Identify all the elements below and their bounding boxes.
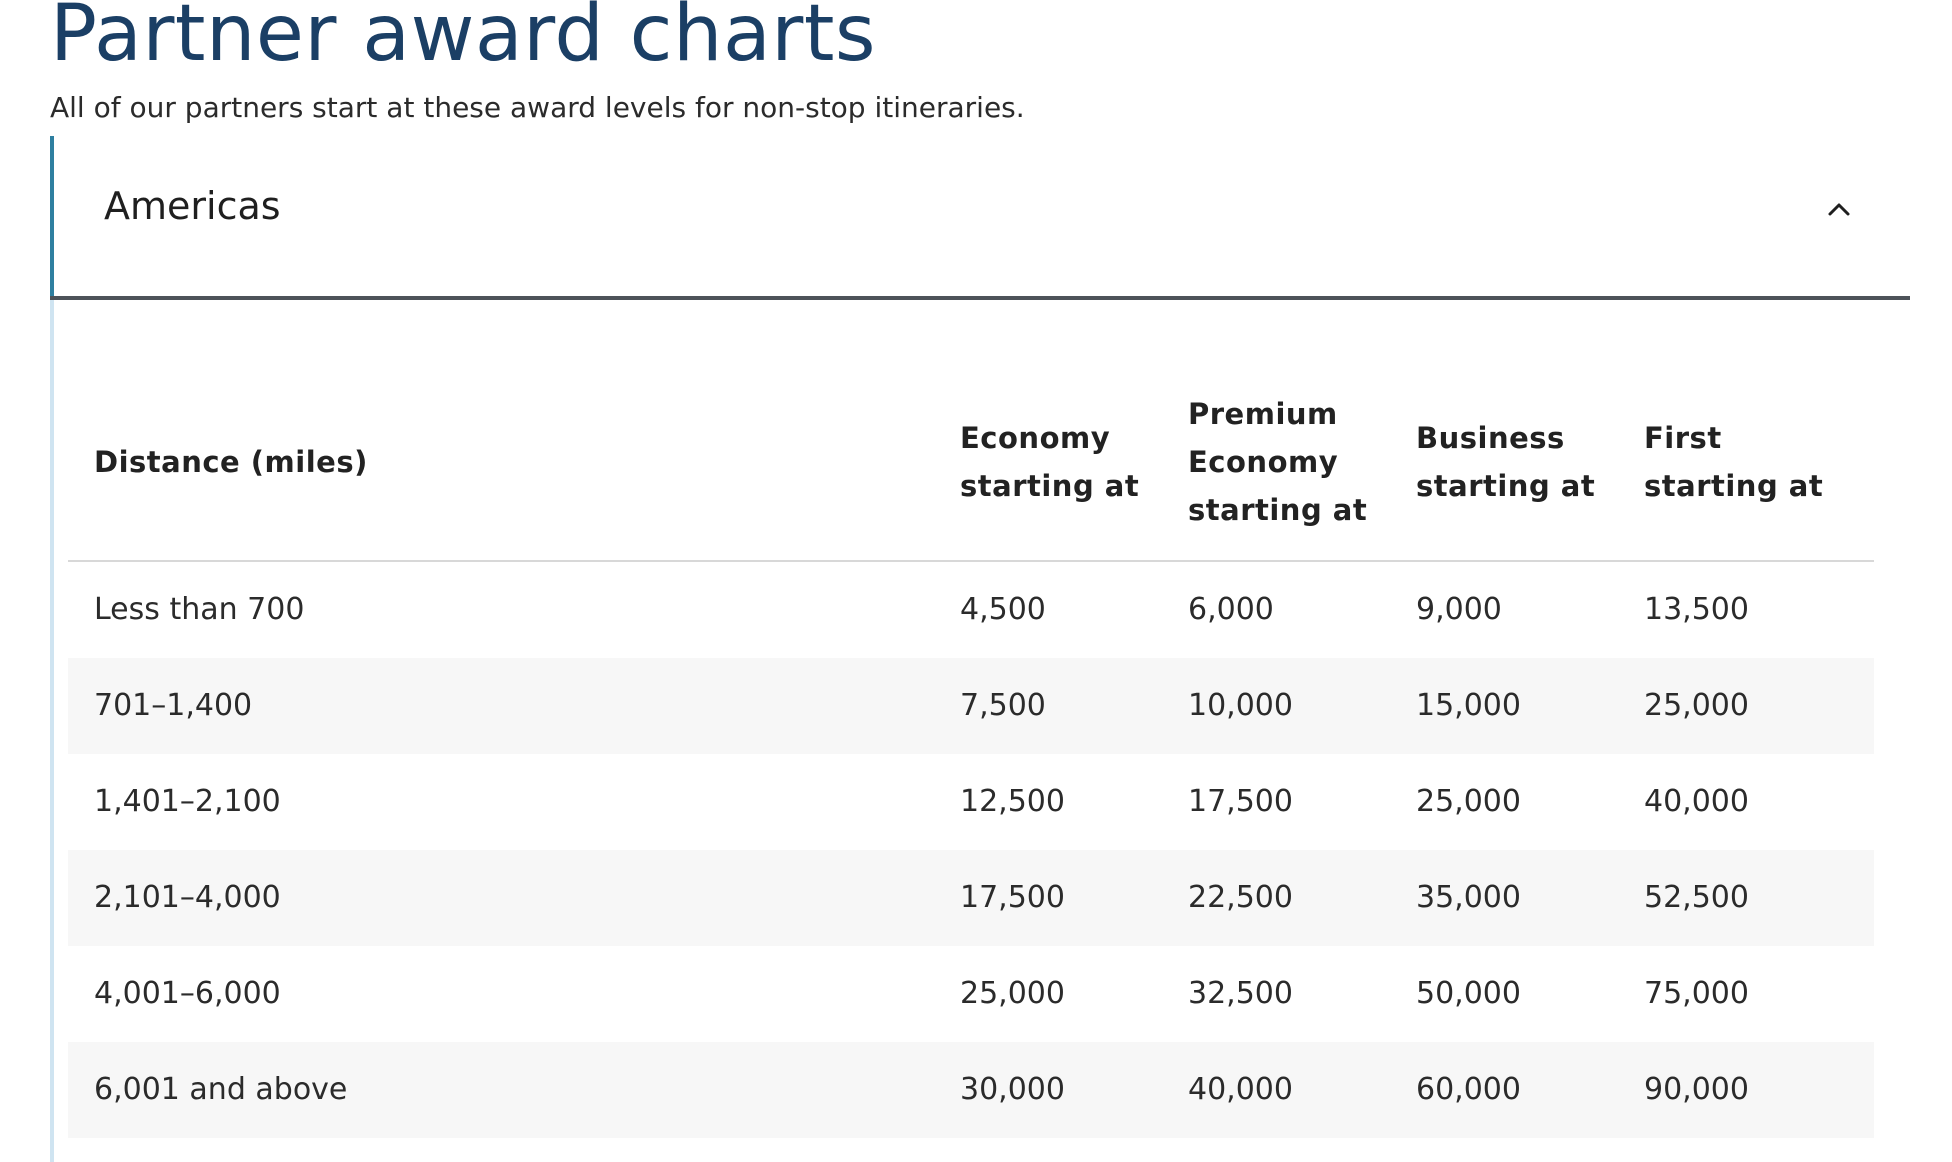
- cell-distance: 4,001–6,000: [94, 976, 281, 1011]
- cell-economy: 30,000: [936, 1042, 1164, 1138]
- cell-economy: 4,500: [960, 592, 1046, 627]
- accordion-divider: [50, 296, 1910, 300]
- table-row: 4,001–6,000 25,000 32,500 50,000 75,000: [68, 946, 1874, 1042]
- accordion-panel-border: [50, 300, 54, 1162]
- column-header-business: Business starting at: [1392, 364, 1620, 562]
- table-row: 2,101–4,000 17,500 22,500 35,000 52,500: [68, 850, 1874, 946]
- accordion-accent-bar: [50, 136, 54, 300]
- cell-business: 25,000: [1416, 784, 1521, 819]
- cell-premium-economy: 10,000: [1164, 658, 1392, 754]
- cell-first: 13,500: [1644, 592, 1749, 627]
- table-row: Less than 700 4,500 6,000 9,000 13,500: [68, 561, 1874, 658]
- cell-economy: 25,000: [960, 976, 1065, 1011]
- cell-premium-economy: 40,000: [1164, 1042, 1392, 1138]
- column-header-first: First starting at: [1620, 364, 1874, 562]
- table-header-row: Distance (miles) Economy starting at Pre…: [68, 364, 1874, 562]
- page-subtitle: All of our partners start at these award…: [50, 91, 1025, 124]
- table-row: 701–1,400 7,500 10,000 15,000 25,000: [68, 658, 1874, 754]
- cell-business: 15,000: [1392, 658, 1620, 754]
- column-header-premium-economy: Premium Economy starting at: [1164, 364, 1392, 562]
- accordion-americas: Americas: [50, 136, 1910, 1162]
- cell-distance: 701–1,400: [68, 658, 936, 754]
- page-title: Partner award charts: [50, 0, 877, 79]
- cell-economy: 12,500: [960, 784, 1065, 819]
- table-row: 1,401–2,100 12,500 17,500 25,000 40,000: [68, 754, 1874, 850]
- accordion-header-americas[interactable]: Americas: [54, 136, 1914, 296]
- cell-business: 60,000: [1392, 1042, 1620, 1138]
- cell-first: 25,000: [1620, 658, 1874, 754]
- cell-first: 40,000: [1644, 784, 1749, 819]
- cell-distance: Less than 700: [94, 592, 305, 627]
- cell-economy: 17,500: [936, 850, 1164, 946]
- cell-distance: 6,001 and above: [68, 1042, 936, 1138]
- cell-distance: 1,401–2,100: [94, 784, 281, 819]
- cell-premium-economy: 17,500: [1188, 784, 1293, 819]
- cell-economy: 7,500: [936, 658, 1164, 754]
- cell-premium-economy: 6,000: [1188, 592, 1274, 627]
- cell-business: 9,000: [1416, 592, 1502, 627]
- cell-first: 90,000: [1620, 1042, 1874, 1138]
- cell-first: 52,500: [1620, 850, 1874, 946]
- table-row: 6,001 and above 30,000 40,000 60,000 90,…: [68, 1042, 1874, 1138]
- column-header-distance: Distance (miles): [68, 364, 936, 562]
- column-header-economy: Economy starting at: [936, 364, 1164, 562]
- cell-premium-economy: 22,500: [1164, 850, 1392, 946]
- award-chart-table: Distance (miles) Economy starting at Pre…: [68, 364, 1874, 1138]
- cell-distance: 2,101–4,000: [68, 850, 936, 946]
- cell-premium-economy: 32,500: [1188, 976, 1293, 1011]
- cell-business: 35,000: [1392, 850, 1620, 946]
- cell-business: 50,000: [1416, 976, 1521, 1011]
- accordion-title: Americas: [104, 184, 281, 228]
- cell-first: 75,000: [1644, 976, 1749, 1011]
- chevron-up-icon[interactable]: [1824, 194, 1854, 224]
